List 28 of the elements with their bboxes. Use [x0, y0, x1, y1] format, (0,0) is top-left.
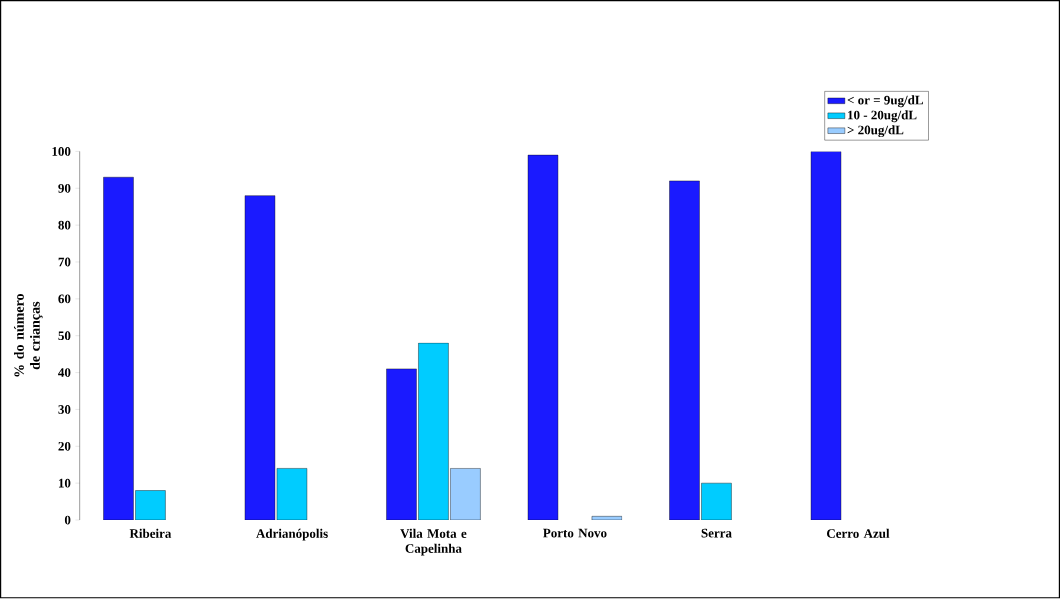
x-tick-label: Serra: [701, 529, 732, 538]
y-tick-label: 0: [64, 515, 71, 525]
bar: [669, 180, 700, 521]
y-tick-label: 100: [52, 147, 71, 157]
legend-label: > 20ug/dL: [847, 125, 904, 138]
x-tick-label: Cerro Azul: [826, 529, 890, 539]
y-tick-label: 30: [58, 405, 71, 415]
y-tick-label: 50: [58, 331, 71, 341]
x-tick-label: Adrianópolis: [256, 529, 328, 541]
y-tick-label: 90: [58, 184, 71, 193]
y-tick-label: 10: [58, 479, 71, 488]
bar: [103, 177, 134, 521]
bar: [810, 151, 842, 521]
y-tick-label: 60: [58, 294, 71, 304]
bar: [527, 155, 559, 521]
bar: [591, 516, 623, 521]
legend-label: 10 - 20ug/dL: [848, 110, 917, 123]
x-tick-label: Ribeira: [129, 529, 172, 539]
y-tick-label: 80: [58, 221, 71, 230]
bar: [244, 195, 276, 521]
x-tick-label: Porto Novo: [543, 529, 607, 538]
y-tick-label: 20: [58, 442, 71, 451]
bar: [386, 368, 417, 521]
x-tick-label: Vila Mota e Capelinha: [400, 529, 467, 556]
y-axis-title: % do número de crianças: [13, 294, 43, 377]
legend-label: < or = 9ug/dL: [847, 95, 923, 108]
y-tick-label: 40: [58, 368, 71, 378]
y-tick-label: 70: [58, 257, 71, 267]
